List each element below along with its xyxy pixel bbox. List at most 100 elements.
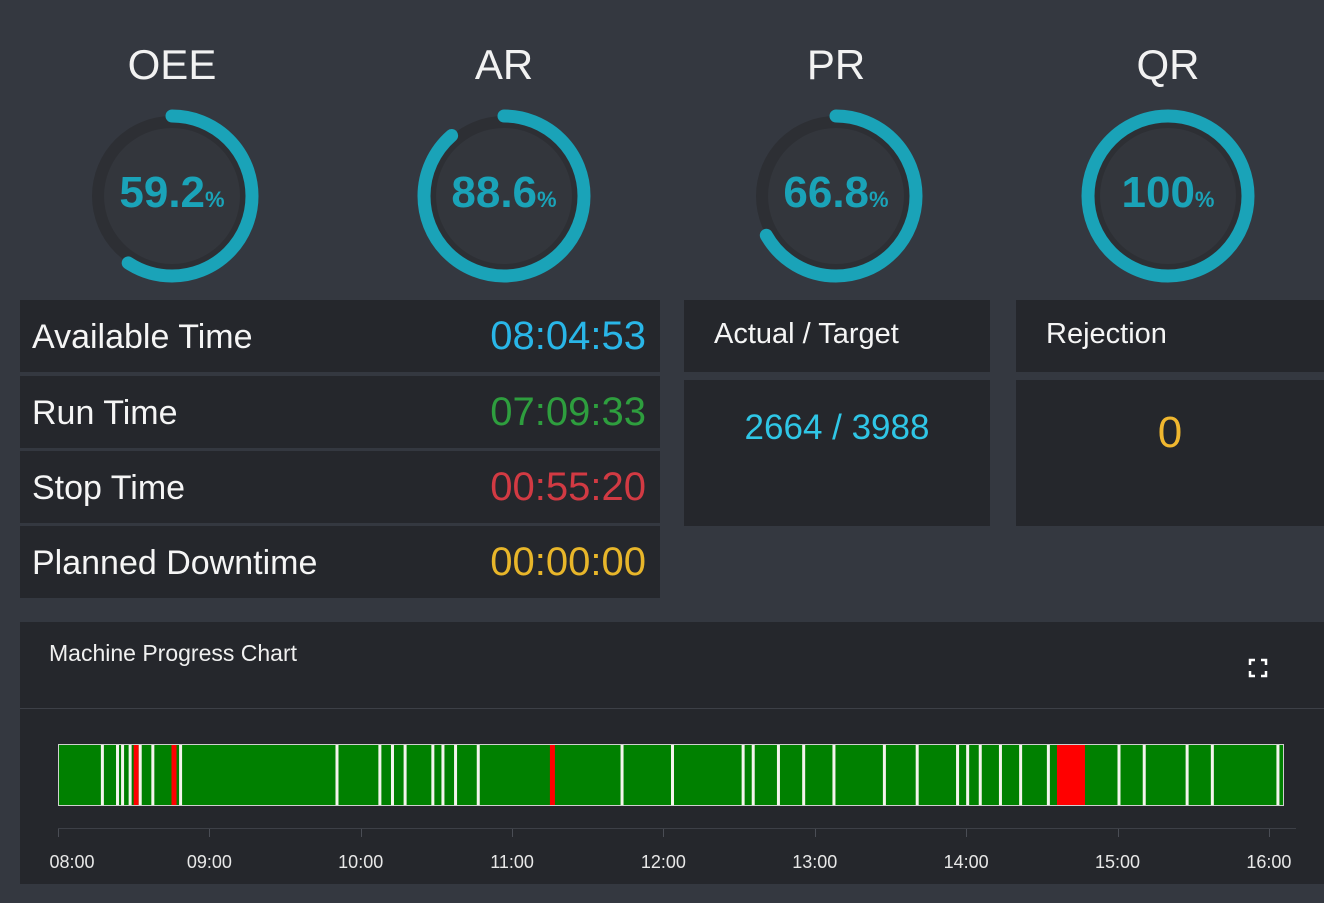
timeline-event-idle	[751, 745, 755, 805]
gauge-face	[768, 128, 904, 264]
timeline-event-idle	[1117, 745, 1121, 805]
timeline-event-idle	[620, 745, 624, 805]
timeline-event-idle	[454, 745, 458, 805]
actual-target-body: 2664 / 3988	[684, 380, 990, 526]
gauge-value: 100	[1121, 168, 1195, 217]
axis-tick-label: 10:00	[338, 852, 384, 872]
available-time-label: Available Time	[32, 318, 253, 356]
actual-target-value: 2664 / 3988	[744, 408, 930, 447]
timeline-event-idle	[832, 745, 836, 805]
axis-tick-mark	[1268, 829, 1270, 837]
timeline-event-idle	[335, 745, 339, 805]
gauge-ring: 66.8%	[736, 96, 936, 296]
axis-tick-label: 15:00	[1094, 852, 1141, 872]
gauge-title: PR	[806, 41, 866, 88]
rejection-body: 0	[1016, 380, 1324, 526]
gauge-unit: %	[537, 187, 557, 212]
timeline-event-idle	[978, 745, 982, 805]
gauge-face	[436, 128, 572, 264]
actual-target-label: Actual / Target	[714, 318, 899, 350]
gauge-arc	[417, 109, 591, 283]
gauge-ar: AR 88.6%	[404, 40, 604, 296]
timeline-event-idle	[390, 745, 394, 805]
chart-axis-line	[58, 828, 1296, 829]
planned-downtime-row: Planned Downtime 00:00:00	[20, 526, 660, 598]
timeline-event-idle	[998, 745, 1002, 805]
timeline-event-idle	[1276, 745, 1280, 805]
gauge-ring: 59.2%	[72, 96, 272, 296]
timeline-event-idle	[802, 745, 806, 805]
gauge-unit: %	[205, 187, 225, 212]
stop-time-label: Stop Time	[32, 469, 186, 507]
gauge-title: AR	[474, 41, 534, 88]
gauge-value: 66.8	[783, 168, 870, 217]
expand-icon[interactable]	[1248, 658, 1268, 678]
planned-downtime-value: 00:00:00	[490, 540, 646, 584]
gauge-value-wrap: 100%	[1068, 168, 1268, 225]
timeline-event-idle	[956, 745, 960, 805]
timeline-event-idle	[431, 745, 435, 805]
gauge-arc	[749, 109, 923, 283]
run-time-value: 07:09:33	[490, 390, 646, 434]
axis-tick-label: 16:00	[1246, 852, 1292, 872]
gauge-qr: QR 100%	[1068, 40, 1268, 296]
axis-tick-mark	[966, 829, 968, 837]
axis-tick-label: 11:00	[490, 852, 534, 872]
gauge-arc	[85, 109, 259, 283]
gauge-ring-svg	[417, 109, 591, 283]
axis-tick-label: 12:00	[640, 852, 686, 872]
actual-target-header: Actual / Target	[684, 300, 990, 372]
run-time-row: Run Time 07:09:33	[20, 376, 660, 448]
gauge-value-wrap: 88.6%	[404, 168, 604, 225]
axis-tick-mark	[663, 829, 665, 837]
timeline-event-idle	[441, 745, 445, 805]
stop-time-row: Stop Time 00:55:20	[20, 451, 660, 523]
axis-tick-mark	[814, 829, 816, 837]
rejection-header: Rejection	[1016, 300, 1324, 372]
timeline-event-idle	[671, 745, 674, 805]
gauge-title: OEE	[127, 41, 217, 88]
machine-progress-timeline	[58, 744, 1284, 806]
timeline-event-idle	[151, 745, 155, 805]
available-time-row: Available Time 08:04:53	[20, 300, 660, 372]
gauge-arc	[1081, 109, 1255, 283]
gauge-ring-svg	[1081, 109, 1255, 283]
run-time-label: Run Time	[32, 394, 178, 432]
timeline-event-idle	[776, 745, 780, 805]
timeline-event-idle	[1185, 745, 1189, 805]
timeline-event-stopped	[133, 745, 139, 805]
timeline-event-stopped	[1056, 745, 1085, 805]
axis-tick-mark	[1117, 829, 1119, 837]
timeline-event-stopped	[171, 745, 177, 805]
timeline-event-idle	[966, 745, 970, 805]
timeline-event-idle	[741, 745, 745, 805]
gauge-ring-svg	[85, 109, 259, 283]
gauge-unit: %	[1194, 187, 1215, 212]
timeline-event-idle	[128, 745, 132, 805]
chart-title: Machine Progress Chart	[49, 640, 297, 666]
chart-divider	[20, 708, 1324, 709]
stop-time-value: 00:55:20	[490, 465, 646, 509]
axis-tick-label: 08:00	[49, 852, 95, 872]
timeline-event-idle	[403, 745, 407, 805]
rejection-value: 0	[1157, 408, 1183, 457]
axis-tick-label: 09:00	[186, 852, 232, 872]
gauge-value-wrap: 59.2%	[72, 168, 272, 225]
timeline-event-idle	[1019, 745, 1023, 805]
timeline-event-idle	[476, 745, 480, 805]
axis-tick-mark	[360, 829, 362, 837]
timeline-event-idle	[1046, 745, 1050, 805]
timeline-event-idle	[882, 745, 886, 805]
planned-downtime-label: Planned Downtime	[32, 544, 318, 582]
gauge-face	[1100, 128, 1236, 264]
axis-tick-label: 14:00	[943, 852, 989, 872]
gauge-value: 59.2	[119, 168, 206, 217]
timeline-event-idle	[179, 745, 183, 805]
gauge-ring: 88.6%	[404, 96, 604, 296]
gauge-value: 88.6	[451, 168, 538, 217]
timeline-event-idle	[116, 745, 120, 805]
available-time-value: 08:04:53	[490, 314, 646, 358]
rejection-label: Rejection	[1046, 318, 1167, 350]
gauge-title: QR	[1136, 41, 1200, 88]
gauge-oee: OEE 59.2%	[72, 40, 272, 296]
